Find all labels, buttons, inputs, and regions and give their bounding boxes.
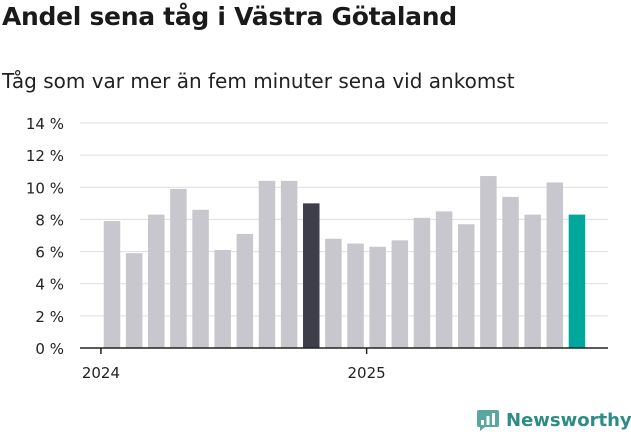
chart-title: Andel sena tåg i Västra Götaland	[2, 2, 457, 31]
y-tick-label: 6 %	[35, 244, 64, 262]
bar	[568, 214, 586, 348]
bar	[524, 214, 541, 348]
bar	[303, 203, 320, 348]
bar	[236, 233, 254, 348]
newsworthy-logo-icon	[477, 410, 499, 431]
brand-name: Newsworthy	[506, 409, 631, 431]
y-tick-label: 12 %	[26, 147, 64, 165]
bar	[480, 176, 497, 348]
bar	[258, 180, 276, 348]
bar	[125, 253, 143, 348]
y-tick-label: 0 %	[35, 340, 64, 358]
x-tick-label: 2024	[82, 364, 120, 382]
bar	[413, 217, 431, 348]
bar	[280, 180, 298, 348]
x-tick-label: 2025	[348, 364, 386, 382]
bar	[546, 182, 564, 348]
bar	[103, 221, 121, 348]
y-tick-label: 2 %	[35, 308, 64, 326]
bar	[192, 209, 209, 348]
bar	[214, 249, 231, 348]
bar	[502, 196, 519, 348]
bar	[391, 240, 409, 348]
bar	[325, 238, 342, 348]
y-tick-label: 14 %	[26, 115, 64, 133]
chart-subtitle: Tåg som var mer än fem minuter sena vid …	[2, 69, 515, 93]
bar	[347, 243, 364, 348]
y-tick-label: 8 %	[35, 211, 64, 229]
bar	[435, 211, 453, 348]
bar	[170, 188, 187, 348]
newsworthy-brand: Newsworthy	[476, 408, 631, 432]
y-tick-label: 4 %	[35, 276, 64, 294]
bar	[148, 214, 165, 348]
bar	[369, 246, 386, 348]
y-tick-label: 10 %	[26, 179, 64, 197]
bar	[457, 224, 475, 348]
